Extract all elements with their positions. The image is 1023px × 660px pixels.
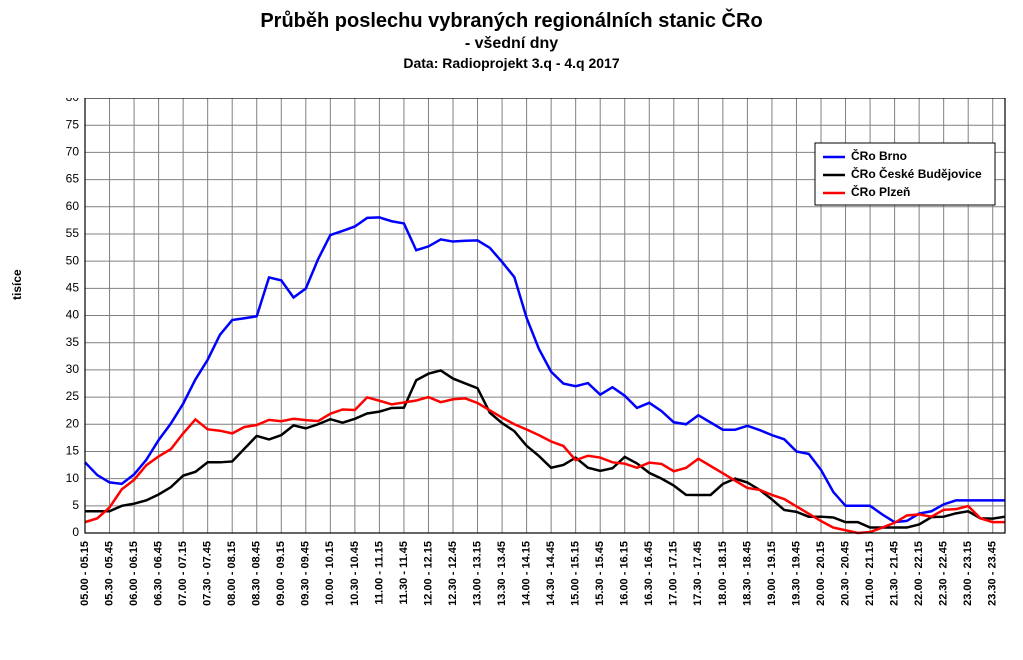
svg-text:15.00 - 15.15: 15.00 - 15.15: [570, 541, 582, 606]
svg-text:23.00 - 23.15: 23.00 - 23.15: [962, 541, 974, 606]
svg-text:50: 50: [66, 253, 80, 267]
svg-text:14.30 - 14.45: 14.30 - 14.45: [545, 541, 557, 606]
svg-text:12.00 - 12.15: 12.00 - 12.15: [422, 541, 434, 606]
svg-text:11.00 - 11.15: 11.00 - 11.15: [373, 541, 385, 605]
svg-text:16.30 - 16.45: 16.30 - 16.45: [643, 541, 655, 606]
svg-text:06.00 - 06.15: 06.00 - 06.15: [128, 541, 140, 606]
chart-subtitle: - všední dny: [0, 35, 1023, 53]
svg-text:05.30 - 05.45: 05.30 - 05.45: [103, 541, 115, 606]
svg-text:23.30 - 23.45: 23.30 - 23.45: [987, 541, 999, 606]
svg-text:07.30 - 07.45: 07.30 - 07.45: [202, 541, 214, 606]
svg-text:17.00 - 17.15: 17.00 - 17.15: [668, 541, 680, 606]
svg-text:35: 35: [66, 335, 80, 349]
plot-area: 0510152025303540455055606570758005.00 - …: [50, 98, 1010, 548]
svg-text:15: 15: [66, 444, 80, 458]
svg-text:55: 55: [66, 226, 80, 240]
plot-svg: 0 5 10 15 20 25 30 35 40 45 50 55 60 65 70 75 80 05.00 - …: [50, 98, 1010, 648]
svg-text:18.00 - 18.15: 18.00 - 18.15: [717, 541, 729, 606]
svg-text:25: 25: [66, 389, 80, 403]
svg-text:16.00 - 16.15: 16.00 - 16.15: [619, 541, 631, 606]
svg-text:75: 75: [66, 117, 80, 131]
y-axis-label: tisíce: [10, 269, 24, 300]
svg-text:20.00 - 20.15: 20.00 - 20.15: [815, 541, 827, 606]
svg-text:10: 10: [66, 471, 80, 485]
svg-text:15.30 - 15.45: 15.30 - 15.45: [594, 541, 606, 606]
svg-text:80: 80: [66, 98, 80, 104]
svg-text:30: 30: [66, 362, 80, 376]
svg-text:45: 45: [66, 280, 80, 294]
svg-text:14.00 - 14.15: 14.00 - 14.15: [521, 541, 533, 606]
svg-text:65: 65: [66, 172, 80, 186]
svg-text:5: 5: [72, 498, 79, 512]
chart-title: Průběh poslechu vybraných regionálních s…: [0, 10, 1023, 33]
legend-label: ČRo Brno: [851, 148, 907, 163]
legend-label: ČRo České Budějovice: [851, 166, 982, 181]
svg-text:13.00 - 13.15: 13.00 - 13.15: [471, 541, 483, 606]
svg-text:07.00 - 07.15: 07.00 - 07.15: [177, 541, 189, 606]
chart-data-line: Data: Radioprojekt 3.q - 4.q 2017: [0, 55, 1023, 71]
chart-titles: Průběh poslechu vybraných regionálních s…: [0, 10, 1023, 71]
svg-text:09.30 - 09.45: 09.30 - 09.45: [300, 541, 312, 606]
svg-text:17.30 - 17.45: 17.30 - 17.45: [692, 541, 704, 606]
svg-text:11.30 - 11.45: 11.30 - 11.45: [398, 541, 410, 605]
svg-text:12.30 - 12.45: 12.30 - 12.45: [447, 541, 459, 606]
svg-text:09.00 - 09.15: 09.00 - 09.15: [275, 541, 287, 606]
svg-text:40: 40: [66, 308, 80, 322]
svg-text:08.00 - 08.15: 08.00 - 08.15: [226, 541, 238, 606]
svg-text:13.30 - 13.45: 13.30 - 13.45: [496, 541, 508, 606]
svg-text:10.30 - 10.45: 10.30 - 10.45: [349, 541, 361, 606]
svg-text:22.30 - 22.45: 22.30 - 22.45: [938, 541, 950, 606]
svg-text:20.30 - 20.45: 20.30 - 20.45: [839, 541, 851, 606]
svg-text:21.30 - 21.45: 21.30 - 21.45: [889, 541, 901, 606]
svg-text:10.00 - 10.15: 10.00 - 10.15: [324, 541, 336, 606]
svg-text:21.00 - 21.15: 21.00 - 21.15: [864, 541, 876, 606]
svg-text:08.30 - 08.45: 08.30 - 08.45: [251, 541, 263, 606]
svg-text:20: 20: [66, 416, 80, 430]
chart-container: Průběh poslechu vybraných regionálních s…: [0, 0, 1023, 660]
svg-text:05.00 - 05.15: 05.00 - 05.15: [79, 541, 91, 606]
svg-text:18.30 - 18.45: 18.30 - 18.45: [741, 541, 753, 606]
legend-label: ČRo Plzeň: [851, 184, 910, 199]
svg-text:06.30 - 06.45: 06.30 - 06.45: [153, 541, 165, 606]
svg-text:60: 60: [66, 199, 80, 213]
svg-text:0: 0: [72, 525, 79, 539]
svg-text:19.30 - 19.45: 19.30 - 19.45: [790, 541, 802, 606]
svg-text:19.00 - 19.15: 19.00 - 19.15: [766, 541, 778, 606]
svg-text:22.00 - 22.15: 22.00 - 22.15: [913, 541, 925, 606]
svg-text:70: 70: [66, 145, 80, 159]
